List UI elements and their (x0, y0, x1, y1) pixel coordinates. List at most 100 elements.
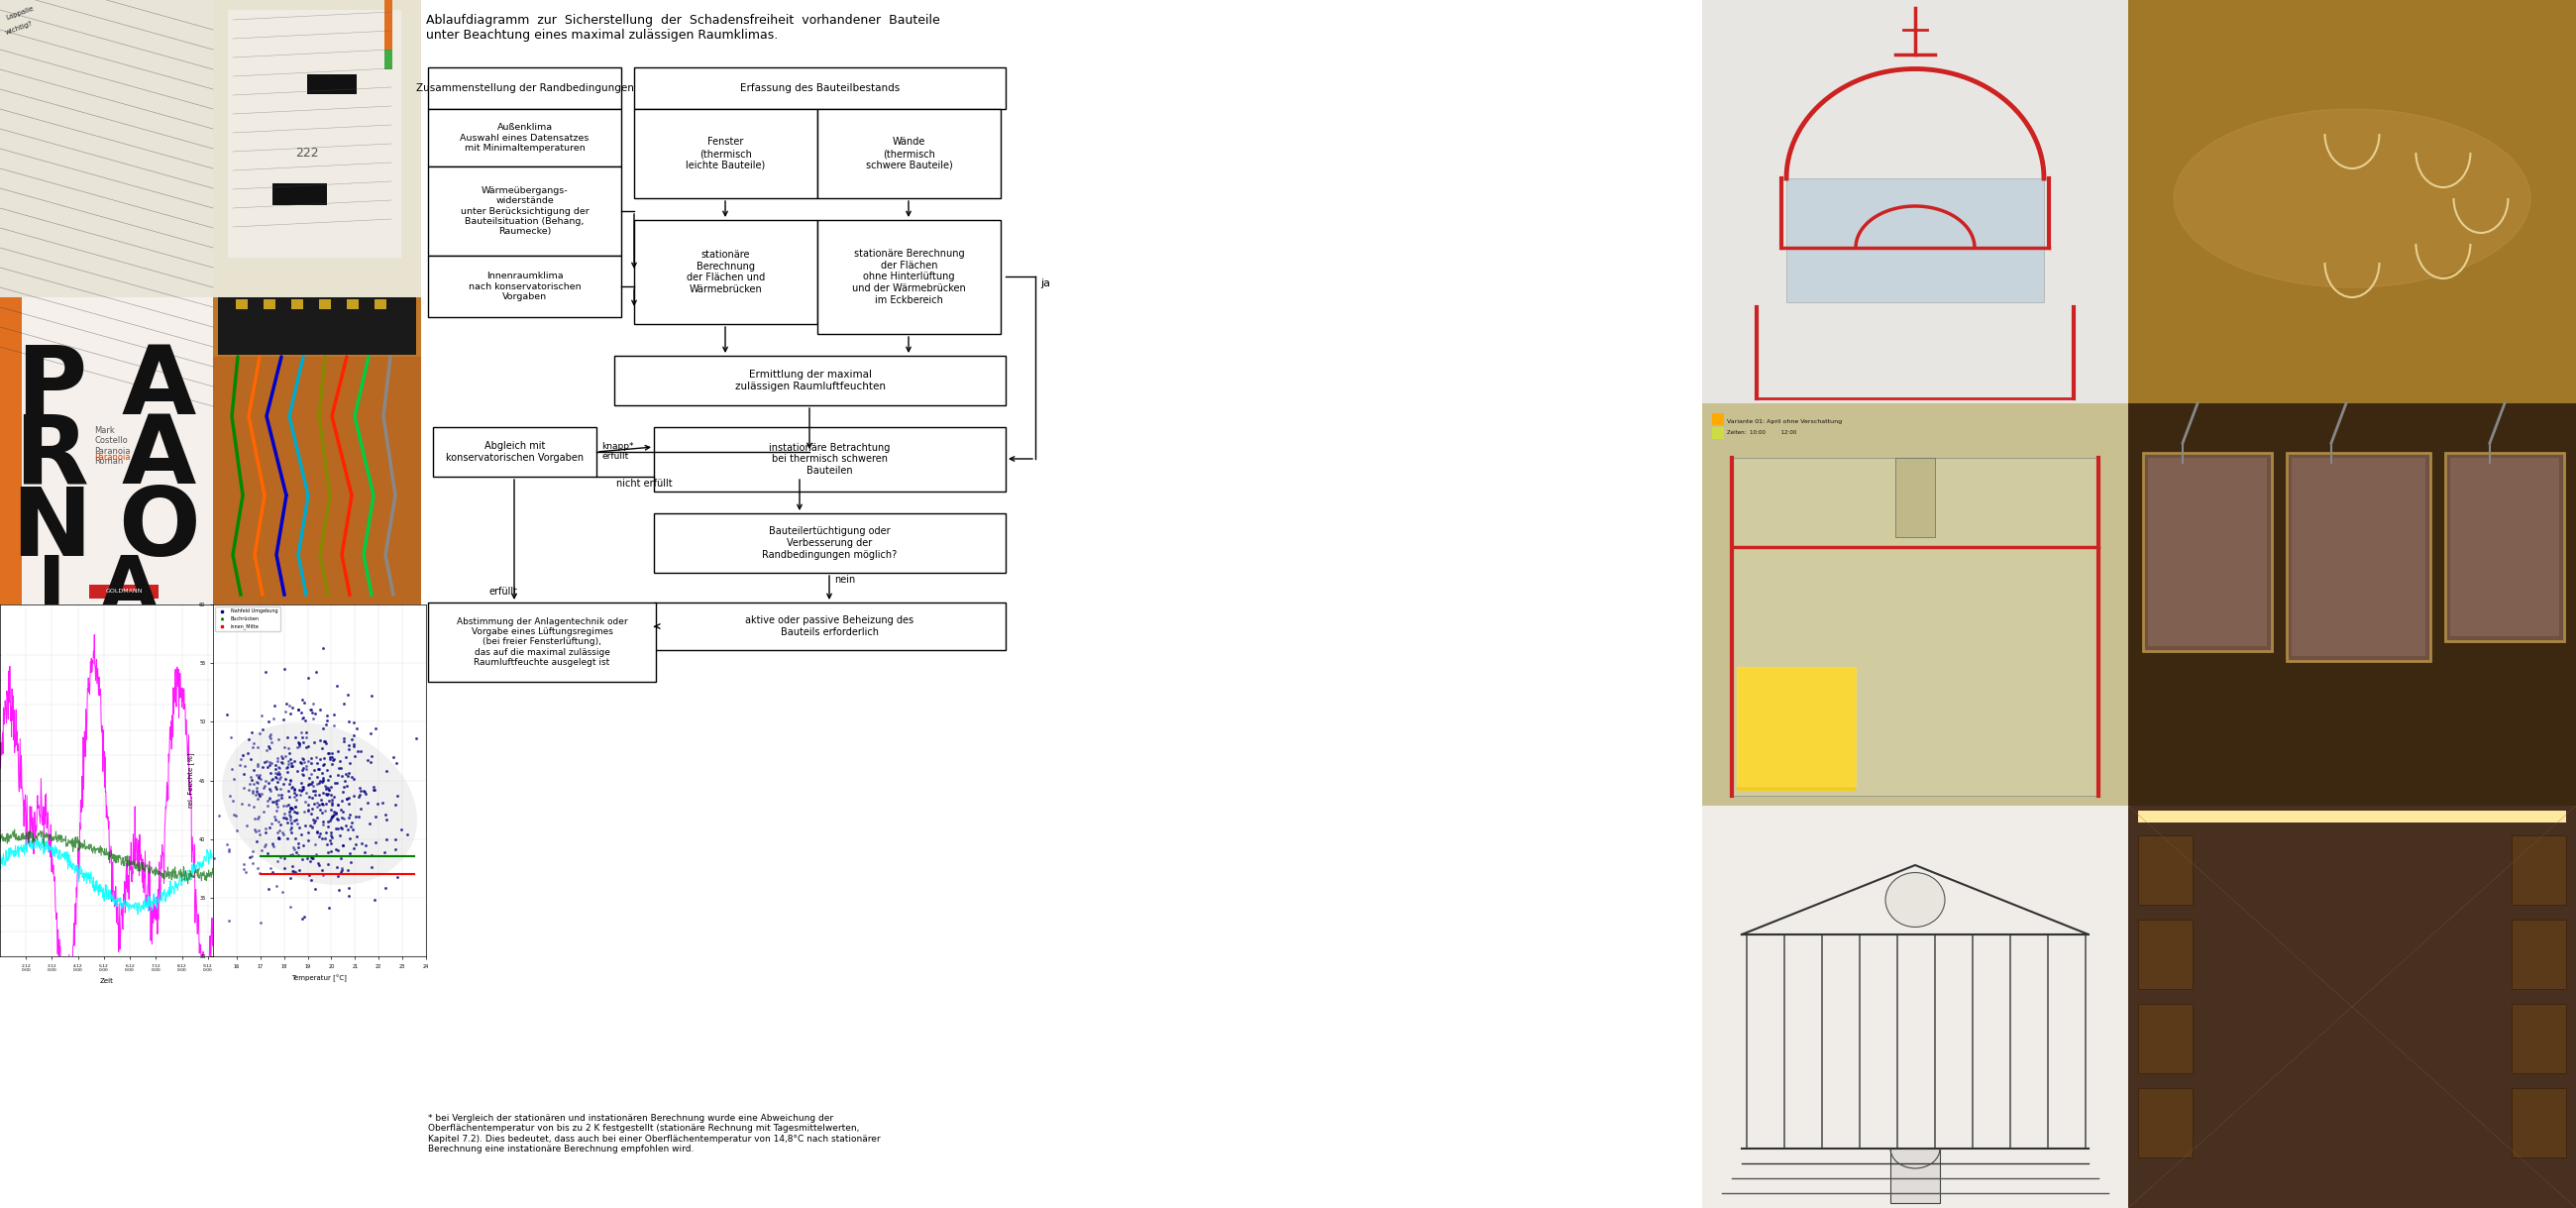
Text: wichtig?: wichtig? (5, 19, 33, 35)
Point (211, 728, 252, 748)
Point (276, 727, 317, 747)
Point (296, 747, 337, 766)
Point (276, 802, 317, 821)
Point (327, 808, 368, 827)
Bar (2138, 1088, 2192, 1157)
Point (268, 774, 309, 794)
Point (327, 789, 368, 808)
Point (286, 727, 327, 747)
Bar (1703, 0, 2128, 403)
Point (258, 796, 299, 815)
Point (312, 807, 353, 826)
Point (276, 790, 317, 809)
Bar (428, 109, 621, 167)
Point (366, 806, 407, 825)
Point (278, 780, 319, 800)
Point (332, 737, 374, 756)
Point (366, 878, 407, 898)
Point (327, 685, 368, 704)
Point (337, 742, 379, 761)
Point (252, 837, 294, 856)
Point (312, 800, 353, 819)
Point (247, 757, 289, 777)
Point (224, 765, 265, 784)
Point (325, 808, 366, 827)
Point (358, 795, 399, 814)
Point (296, 767, 337, 786)
Point (296, 774, 337, 794)
Point (183, 798, 224, 818)
Point (242, 707, 283, 726)
Point (301, 795, 343, 814)
Point (307, 743, 348, 762)
Point (322, 783, 363, 802)
Point (301, 803, 343, 823)
Point (289, 768, 330, 788)
Point (260, 747, 301, 766)
Point (325, 777, 366, 796)
Point (255, 807, 296, 826)
Point (374, 795, 415, 814)
Point (281, 722, 322, 742)
Point (294, 782, 335, 801)
Text: instationäre Betrachtung
bei thermisch schweren
Bauteilen: instationäre Betrachtung bei thermisch s… (770, 443, 891, 476)
Point (281, 754, 322, 773)
Point (227, 817, 268, 836)
Point (250, 780, 291, 800)
Point (299, 731, 340, 750)
Point (330, 843, 371, 863)
Point (268, 802, 309, 821)
Point (332, 785, 374, 805)
Point (332, 734, 374, 754)
Point (307, 835, 348, 854)
Point (237, 807, 278, 826)
Point (299, 785, 340, 805)
Point (289, 776, 330, 795)
Bar (1896, 458, 1935, 538)
Point (273, 840, 314, 859)
Point (250, 739, 291, 759)
Bar (428, 603, 657, 681)
Text: nein: nein (835, 575, 855, 585)
Point (307, 715, 348, 734)
Point (276, 814, 317, 834)
Point (330, 829, 371, 848)
Point (268, 738, 309, 757)
Point (312, 750, 353, 769)
Point (309, 811, 350, 830)
Point (250, 728, 291, 748)
Point (268, 751, 309, 771)
Point (250, 814, 291, 834)
Point (240, 766, 281, 785)
Point (240, 864, 281, 883)
Point (276, 785, 317, 805)
Point (216, 820, 258, 840)
Text: Variante 01: April ohne Verschattung: Variante 01: April ohne Verschattung (1726, 419, 1842, 424)
Point (268, 795, 309, 814)
Point (335, 807, 376, 826)
Point (304, 771, 345, 790)
Point (234, 782, 276, 801)
Point (319, 848, 361, 867)
Point (278, 733, 319, 753)
Point (301, 768, 343, 788)
Point (376, 867, 417, 887)
Point (299, 854, 340, 873)
Point (322, 835, 363, 854)
Point (273, 837, 314, 856)
Point (250, 763, 291, 783)
Bar (2512, 1088, 2566, 1157)
Text: GOLDMANN: GOLDMANN (106, 590, 142, 594)
Point (327, 739, 368, 759)
Bar (2287, 453, 2429, 661)
Point (240, 913, 281, 933)
Point (374, 748, 415, 767)
Text: Erfassung des Bauteilbestands: Erfassung des Bauteilbestands (739, 83, 899, 93)
Point (317, 819, 358, 838)
Text: Abgleich mit
konservatorischen Vorgaben: Abgleich mit konservatorischen Vorgaben (446, 441, 585, 463)
Point (291, 815, 332, 835)
Point (330, 853, 371, 872)
Point (307, 785, 348, 805)
Point (268, 829, 309, 848)
Point (273, 811, 314, 830)
